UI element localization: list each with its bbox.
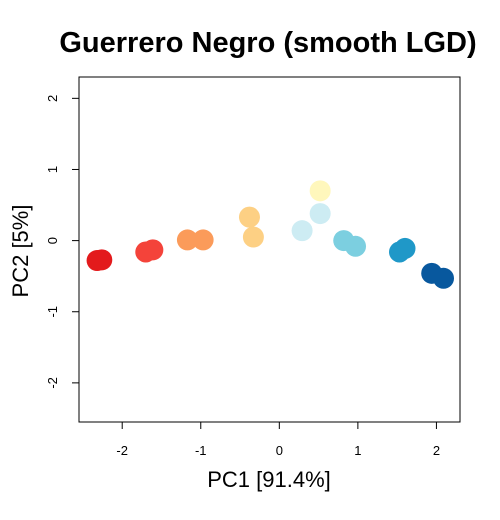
y-tick-label: -1 — [45, 306, 60, 318]
data-point — [309, 180, 331, 202]
y-axis: -2 -1 0 1 2 — [45, 95, 79, 389]
chart-title: Guerrero Negro (smooth LGD) — [59, 27, 476, 59]
y-tick-label: -2 — [45, 377, 60, 389]
data-point — [394, 237, 416, 259]
x-axis: -2 -1 0 1 2 — [116, 422, 440, 458]
data-point — [192, 229, 214, 251]
y-tick-label: 1 — [45, 166, 60, 173]
x-tick-label: 0 — [276, 443, 283, 458]
x-axis-label: PC1 [91.4%] — [207, 467, 331, 492]
y-tick-label: 0 — [45, 237, 60, 244]
data-point — [291, 220, 313, 242]
data-point — [309, 203, 331, 225]
y-axis-label: PC2 [5%] — [8, 205, 33, 298]
plot-frame — [78, 76, 461, 423]
data-point — [91, 249, 113, 271]
x-tick-label: -1 — [195, 443, 207, 458]
data-point — [176, 229, 198, 251]
data-point — [242, 226, 264, 248]
y-tick-label: 2 — [45, 95, 60, 102]
data-point — [142, 239, 164, 261]
x-tick-label: 1 — [354, 443, 361, 458]
data-point — [345, 235, 367, 257]
x-tick-label: 2 — [433, 443, 440, 458]
data-point — [433, 267, 455, 289]
points-layer — [86, 180, 455, 289]
x-tick-label: -2 — [116, 443, 128, 458]
data-point — [238, 206, 260, 228]
